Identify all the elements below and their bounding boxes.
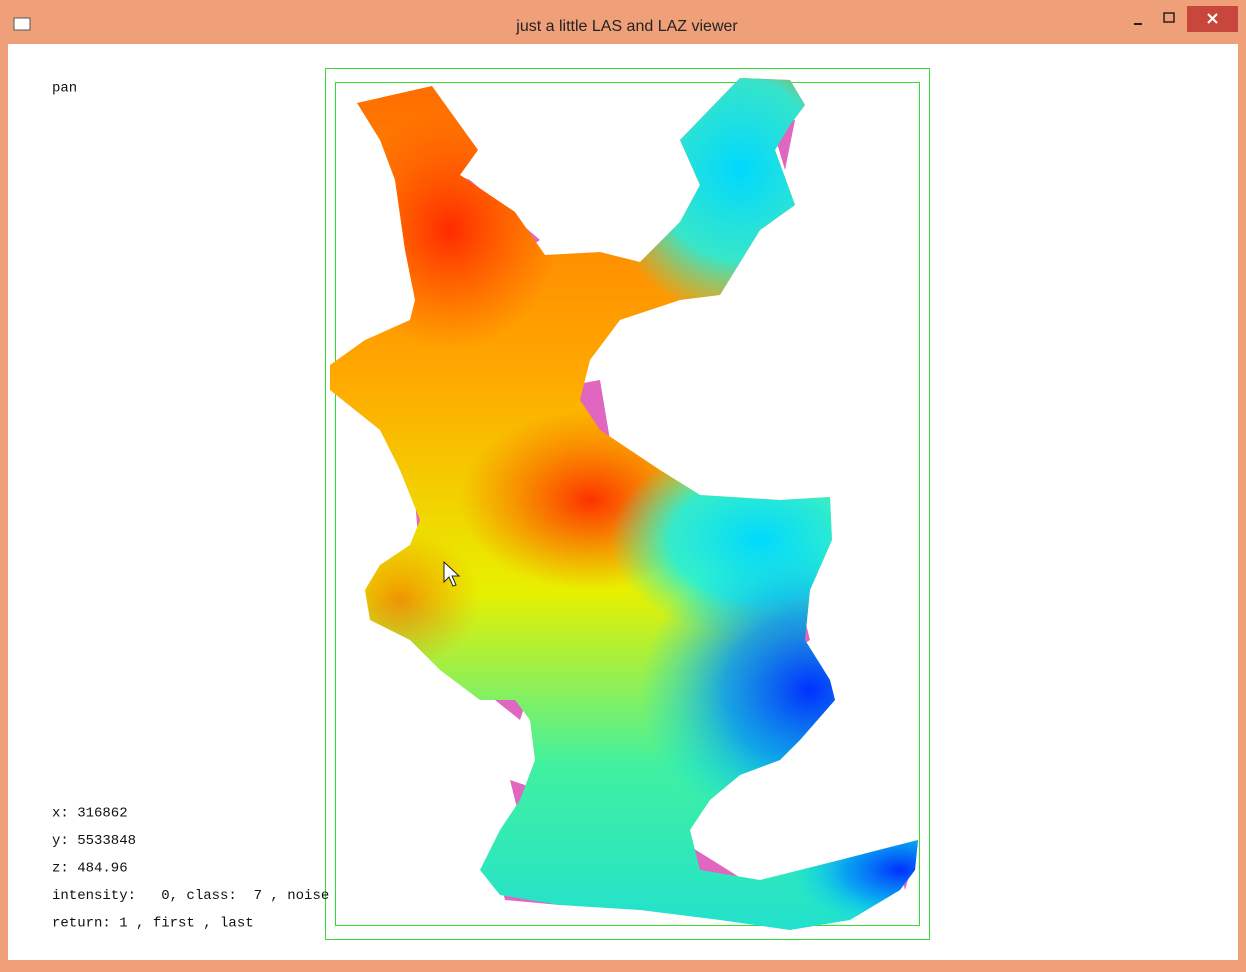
status-line: y: 5533848 (52, 833, 136, 849)
status-line: return: 1 , first , last (52, 916, 254, 932)
maximize-button[interactable] (1155, 8, 1183, 32)
close-button[interactable] (1187, 6, 1238, 32)
mode-label: pan (52, 81, 77, 97)
page: just a little LAS and LAZ viewer pan x: … (0, 0, 1246, 967)
status-line: x: 316862 (52, 806, 128, 822)
viewer-window: just a little LAS and LAZ viewer pan x: … (0, 0, 1246, 967)
status-line: intensity: 0, class: 7 , noise (52, 888, 329, 904)
status-line: z: 484.96 (52, 861, 128, 877)
window-title: just a little LAS and LAZ viewer (515, 18, 738, 35)
app-icon (14, 18, 30, 30)
minimize-button[interactable] (1125, 8, 1153, 32)
